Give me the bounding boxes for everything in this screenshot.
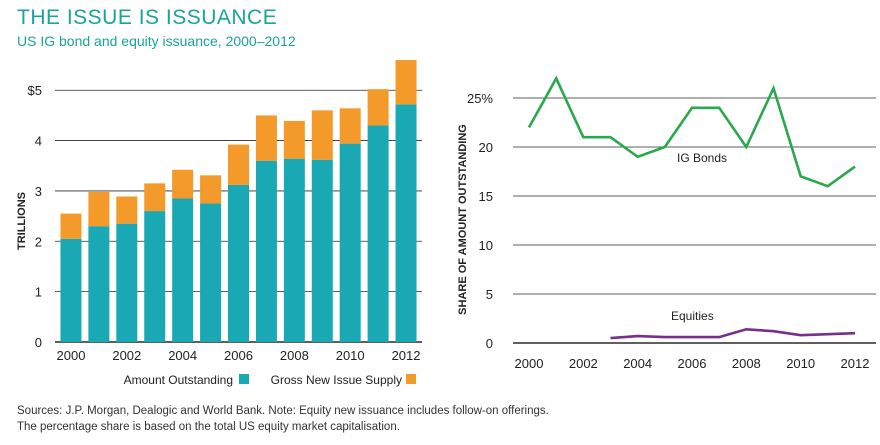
line-x-tick-label: 2000 [515,356,544,371]
bar-gross-new-issue [339,108,361,144]
line-y-tick-label: 5 [486,287,493,302]
bar-amount-outstanding [367,125,389,342]
line-y-axis-title: SHARE OF AMOUNT OUTSTANDING [457,124,469,315]
line-y-tick-label: 0 [486,336,493,351]
chart-subtitle: US IG bond and equity issuance, 2000–201… [17,33,296,49]
bar-gross-new-issue [395,60,417,105]
bar-amount-outstanding [116,223,138,342]
bar-gross-new-issue [311,110,333,160]
bar-amount-outstanding [255,160,277,342]
bar-y-tick-label: $5 [28,83,42,98]
line-x-tick-label: 2008 [732,356,761,371]
bar-amount-outstanding [60,238,82,342]
bar-y-tick-label: 3 [35,184,42,199]
bar-amount-outstanding [339,143,361,342]
bar-amount-outstanding [283,158,305,342]
percentage-note: The percentage share is based on the tot… [17,421,400,433]
series-label-equities: Equities [671,309,714,323]
line-x-tick-label: 2002 [569,356,598,371]
bar-amount-outstanding [200,203,222,342]
bar-x-tick-label: 2002 [112,348,141,363]
line-x-tick-label: 2004 [623,356,652,371]
bar-y-tick-label: 2 [35,234,42,249]
bar-gross-new-issue [228,144,249,185]
bar-amount-outstanding [88,226,110,342]
bar-x-tick-label: 2004 [168,348,197,363]
bar-amount-outstanding [228,184,249,342]
bar-y-tick-label: 4 [35,134,42,149]
legend-label-amount-outstanding: Amount Outstanding [124,373,233,387]
line-x-tick-label: 2012 [841,356,870,371]
bar-amount-outstanding [144,211,166,342]
bar-gross-new-issue [255,115,277,161]
bar-gross-new-issue [200,175,222,204]
legend-swatch-gross-new-issue [406,374,416,384]
line-series-ig-bonds [527,75,856,188]
bar-gross-new-issue [283,120,305,159]
bar-gross-new-issue [144,183,166,212]
bar-amount-outstanding [311,159,333,342]
bar-gross-new-issue [116,196,138,224]
bar-y-tick-label: 1 [35,285,42,300]
line-y-tick-label: 15 [479,189,493,204]
source-note: Sources: J.P. Morgan, Dealogic and World… [17,405,549,417]
chart-title: THE ISSUE IS ISSUANCE [17,6,278,29]
line-x-tick-label: 2010 [786,356,815,371]
bar-amount-outstanding [172,198,194,342]
line-y-tick-label: 25% [467,91,493,106]
line-chart-share: 0 5 10 15 20 25% SHARE OF AMOUNT OUTSTANDING IG… [457,75,876,371]
line-y-tick-label: 10 [479,238,493,253]
bar-gross-new-issue [60,213,82,239]
line-series-equities [610,327,856,340]
bar-amount-outstanding [395,104,417,342]
bar-x-tick-label: 2000 [57,348,86,363]
bar-x-tick-label: 2012 [392,348,421,363]
legend-label-gross-new-issue: Gross New Issue Supply [271,373,402,387]
line-x-tick-label: 2006 [678,356,707,371]
legend-swatch-amount-outstanding [239,374,249,384]
bar-x-tick-label: 2010 [336,348,365,363]
bar-gross-new-issue [172,169,194,199]
bar-gross-new-issue [88,191,110,227]
series-label-ig-bonds: IG Bonds [677,151,727,165]
bar-y-axis-title: TRILLIONS [16,192,28,250]
bar-gross-new-issue [367,89,389,126]
bar-y-tick-label: 0 [35,335,42,350]
line-y-tick-label: 20 [479,140,493,155]
bar-chart-issuance: 0 1 2 3 4 $5 TRILLIONS 2000 2002 2004 2006 2008 2010… [16,60,422,387]
bar-x-tick-label: 2006 [224,348,253,363]
bar-x-tick-label: 2008 [280,348,309,363]
